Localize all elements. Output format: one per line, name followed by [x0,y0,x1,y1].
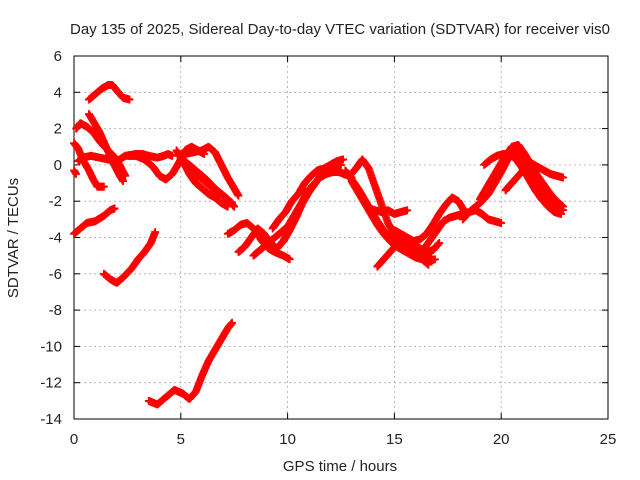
data-point [339,155,348,164]
y-tick-label: -6 [49,266,62,283]
data-point [557,210,565,218]
series-sat-10 [144,318,236,409]
data-point [431,255,439,264]
series-sat-13 [181,142,243,200]
data-point [168,151,177,160]
series-sat-7 [85,110,128,186]
data-point [435,239,444,247]
y-tick-label: 0 [54,157,62,174]
x-axis-label: GPS time / hours [283,458,397,475]
y-tick-label: 4 [54,84,62,101]
data-marks [70,81,568,409]
y-tick-label: -14 [40,411,62,428]
series-sat-19 [279,161,345,246]
data-point [559,173,568,182]
x-tick-label: 10 [279,431,296,448]
data-point [337,161,345,169]
data-point [110,204,119,213]
y-tick-label: 6 [54,48,62,65]
data-point [228,318,236,327]
data-point [234,191,243,200]
series-sat-24 [373,237,433,271]
series-sat-26 [420,206,506,253]
data-point [403,206,412,215]
series-sat-1 [70,204,119,238]
y-tick-label: -12 [40,375,62,392]
data-point [497,219,506,227]
series-sat-18 [268,155,348,233]
y-tick-label: -4 [49,230,62,247]
x-tick-label: 0 [70,431,78,448]
series-sat-25 [390,193,469,246]
axis-ticks: 0 5 10 15 20 25 -14 -12 -10 -8 -6 -4 -2 0 2 4 6 [40,48,616,448]
series-sat-8 [100,228,160,287]
y-tick-label: 2 [54,121,62,138]
data-point [424,260,433,269]
data-point [151,228,160,236]
data-point [230,202,239,211]
data-point [285,255,294,264]
data-point [100,182,108,191]
series-sat-2 [70,166,81,178]
series-sat-28 [475,141,568,211]
x-tick-label: 25 [600,431,617,448]
series-sat-23 [364,204,412,218]
y-axis-label: SDTVAR / TECUs [5,178,22,298]
data-point [72,170,81,178]
x-tick-label: 20 [493,431,510,448]
y-tick-label: -2 [49,193,62,210]
x-tick-label: 15 [386,431,403,448]
series-sat-6 [85,81,134,104]
chart-title: Day 135 of 2025, Sidereal Day-to-day VTE… [70,21,610,38]
data-point [559,202,568,211]
y-tick-label: -8 [49,302,62,319]
series-sat-14 [185,164,239,211]
data-point [119,177,128,186]
series-sat-31 [518,164,565,218]
data-point [125,95,134,104]
x-tick-label: 5 [177,431,185,448]
y-tick-label: -10 [40,338,62,355]
